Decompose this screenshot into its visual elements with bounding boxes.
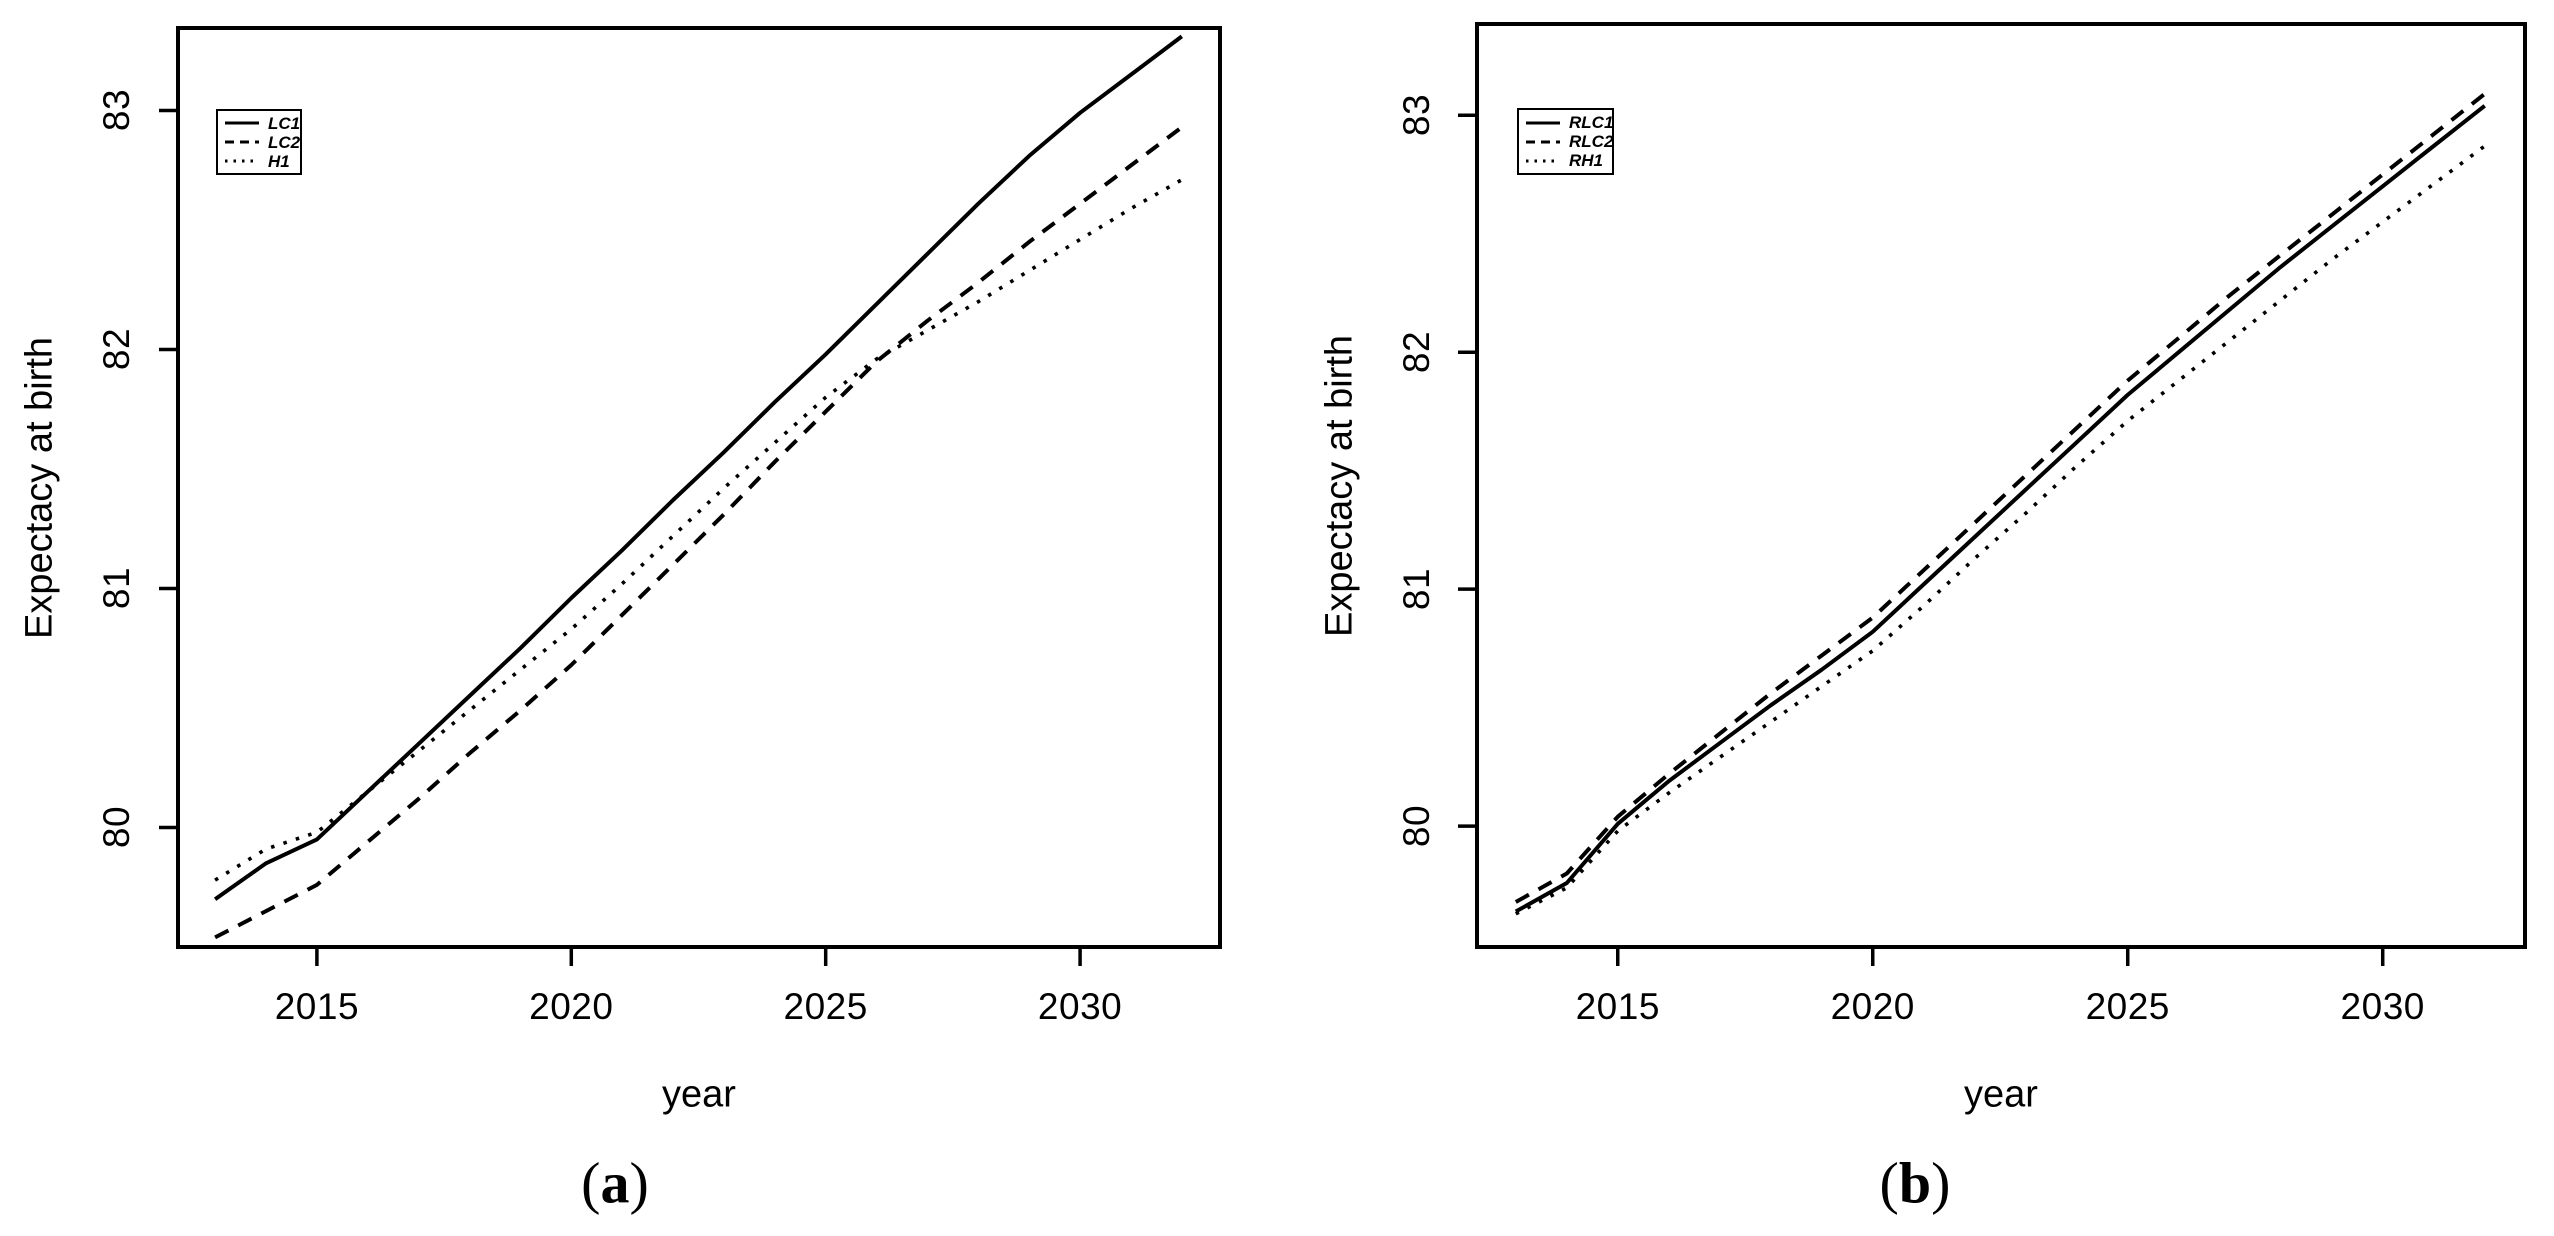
x-axis-title: year [662,1073,736,1116]
x-tick-label: 2025 [2085,986,2170,1027]
legend-item: RLC2 [1525,133,1613,150]
legend-item: RLC1 [1525,114,1613,131]
y-tick-label: 82 [1396,331,1437,374]
solid-line-sample-icon [225,121,259,125]
legend-item-label: LC2 [268,132,301,152]
x-tick-label: 2025 [783,986,868,1027]
caption-paren: ) [629,1150,649,1216]
y-tick-label: 80 [1396,805,1437,848]
chart-b-marks [1458,22,2527,966]
legend-item-label: RLC2 [1569,132,1614,151]
y-tick-label: 81 [1396,568,1437,611]
legend-item: H1 [224,153,294,170]
series-line-LC1 [213,34,1184,901]
x-tick-label: 2030 [2340,986,2425,1027]
dotted-line-sample-icon [225,159,259,163]
dashed-line-sample-icon [1526,140,1560,143]
legend-item: RH1 [1525,152,1606,169]
caption-paren: ( [581,1150,601,1216]
caption-paren: ) [1931,1150,1951,1216]
legend-item-label: LC1 [268,113,301,133]
x-tick-label: 2030 [1037,986,1123,1027]
x-tick-label: 2015 [274,986,360,1027]
legend-item: LC1 [224,115,300,132]
y-axis-title: Expectacy at birth [18,336,61,639]
solid-line-sample-icon [1526,121,1560,124]
series-line-RH1 [1514,144,2486,916]
y-tick-label: 82 [96,328,137,371]
series-line-H1 [214,178,1183,882]
y-tick-label: 83 [96,89,137,132]
chart-a-marks [159,26,1222,966]
x-tick-label: 2020 [1830,986,1915,1027]
series-line-LC2 [214,125,1184,940]
figure-caption-a: (a) [581,1150,649,1217]
caption-paren: ( [1879,1150,1899,1216]
legend-item-label: RLC1 [1569,113,1614,132]
y-tick-label: 83 [1396,94,1437,137]
legend-item-label: RH1 [1569,151,1604,170]
dotted-line-sample-icon [1526,159,1560,162]
legend-box: RLC1 RLC2 RH1 [1517,108,1614,175]
plot-box [1475,22,2527,949]
caption-letter: a [600,1150,630,1216]
legend-item: LC2 [224,134,300,151]
y-axis-title: Expectacy at birth [1318,334,1361,637]
x-axis-title: year [1964,1073,2038,1116]
x-tick-label: 2015 [1575,986,1660,1027]
legend-box: LC1 LC2 H1 [216,109,302,175]
legend-item-label: H1 [268,151,290,171]
caption-letter: b [1898,1150,1932,1216]
y-tick-label: 81 [96,567,137,610]
dashed-line-sample-icon [225,140,259,144]
plot-box [176,26,1222,949]
series-line-RLC2 [1514,92,2486,904]
series-line-RLC1 [1514,104,2486,914]
figure-caption-b: (b) [1880,1150,1951,1217]
x-tick-label: 2020 [529,986,614,1027]
y-tick-label: 80 [96,806,137,849]
